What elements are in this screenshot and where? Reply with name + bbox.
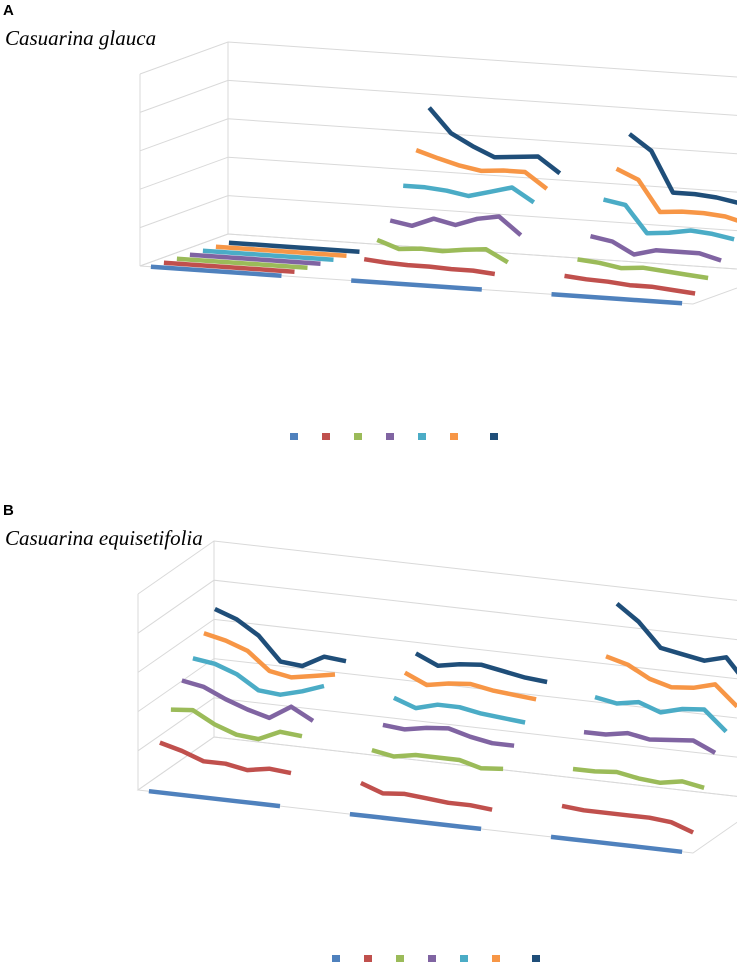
series-line-week-10-group-1 bbox=[215, 244, 347, 258]
series-line-week-6-group-2 bbox=[389, 214, 523, 237]
series-line-week-8-group-1 bbox=[202, 248, 334, 262]
legend-swatch-week-10 bbox=[492, 955, 500, 962]
series-line-week-4-group-1 bbox=[170, 707, 303, 742]
series-line-week-6-group-3 bbox=[583, 729, 717, 755]
series-line-week-10-group-2 bbox=[415, 147, 549, 191]
legend-swatch-week-0 bbox=[290, 433, 298, 440]
chart-b-svg bbox=[136, 540, 737, 962]
legend-swatch-week-0 bbox=[332, 955, 340, 962]
panel-label-a: A bbox=[3, 2, 14, 19]
series-line-week-0-group-1 bbox=[148, 788, 281, 809]
series-line-week-0-group-2 bbox=[351, 278, 482, 292]
series-line-week-2-group-2 bbox=[363, 256, 496, 277]
legend-swatch-week-4 bbox=[396, 955, 404, 962]
series-line-week-4-group-1 bbox=[176, 256, 308, 270]
series-line-week-0-group-1 bbox=[150, 264, 282, 278]
legend-swatch-week-8 bbox=[460, 955, 468, 962]
chart-title-b: Casuarina equisetifolia bbox=[5, 526, 203, 550]
series-line-week-2-group-3 bbox=[561, 803, 695, 835]
chart-floor bbox=[139, 233, 737, 305]
chart-panel-b: B Casuarina equisetifolia bbox=[0, 500, 737, 969]
gridline bbox=[137, 540, 737, 601]
series-line-week-0-group-3 bbox=[551, 292, 683, 306]
series-line-week-0-group-2 bbox=[349, 811, 482, 832]
series-line-week-12-group-2 bbox=[427, 106, 562, 176]
series-line-week-6-group-1 bbox=[181, 678, 315, 723]
chart-floor bbox=[136, 736, 737, 854]
series-line-week-2-group-1 bbox=[159, 740, 292, 776]
chart-a-svg bbox=[139, 41, 737, 440]
series-line-week-4-group-3 bbox=[577, 257, 709, 281]
chart-panel-a: A Casuarina glauca bbox=[0, 0, 737, 470]
series-line-week-4-group-3 bbox=[572, 766, 705, 790]
series-line-week-12-group-1 bbox=[213, 606, 347, 669]
series-line-week-2-group-3 bbox=[564, 273, 696, 296]
series-line-week-6-group-1 bbox=[189, 252, 321, 266]
series-line-week-2-group-1 bbox=[163, 260, 295, 274]
series-line-week-6-group-2 bbox=[382, 722, 515, 748]
legend-swatch-week-12 bbox=[490, 433, 498, 440]
chart-title-a: Casuarina glauca bbox=[5, 26, 157, 50]
series-line-week-12-group-3 bbox=[628, 132, 737, 205]
legend-swatch-week-12 bbox=[532, 955, 540, 962]
series-line-week-8-group-3 bbox=[602, 197, 735, 242]
series-line-week-8-group-1 bbox=[192, 656, 325, 697]
legend-swatch-week-6 bbox=[428, 955, 436, 962]
legend-swatch-week-4 bbox=[354, 433, 362, 440]
panel-label-b: B bbox=[3, 502, 14, 519]
series-line-week-12-group-3 bbox=[615, 601, 737, 675]
series-line-week-4-group-2 bbox=[376, 237, 509, 265]
series-line-week-10-group-3 bbox=[615, 166, 737, 223]
series-line-week-6-group-3 bbox=[589, 234, 722, 263]
gridline bbox=[139, 118, 737, 155]
legend-swatch-week-2 bbox=[322, 433, 330, 440]
series-line-week-0-group-3 bbox=[550, 834, 683, 855]
series-line-week-8-group-2 bbox=[403, 183, 536, 205]
legend-swatch-week-10 bbox=[450, 433, 458, 440]
gridline bbox=[139, 41, 737, 78]
series-line-week-12-group-2 bbox=[414, 651, 548, 685]
series-line-week-10-group-3 bbox=[605, 654, 737, 709]
series-line-week-12-group-1 bbox=[228, 240, 360, 254]
series-line-week-8-group-2 bbox=[392, 695, 526, 725]
legend-swatch-week-6 bbox=[386, 433, 394, 440]
series-line-week-4-group-2 bbox=[371, 747, 504, 772]
series-line-week-2-group-2 bbox=[359, 780, 493, 812]
gridline bbox=[139, 195, 737, 232]
legend-swatch-week-2 bbox=[364, 955, 372, 962]
series-line-week-10-group-2 bbox=[403, 670, 537, 702]
series-line-week-8-group-3 bbox=[594, 694, 728, 734]
gridline bbox=[139, 79, 737, 116]
series-line-week-10-group-1 bbox=[203, 631, 336, 680]
gridline bbox=[137, 736, 737, 797]
legend-swatch-week-8 bbox=[418, 433, 426, 440]
